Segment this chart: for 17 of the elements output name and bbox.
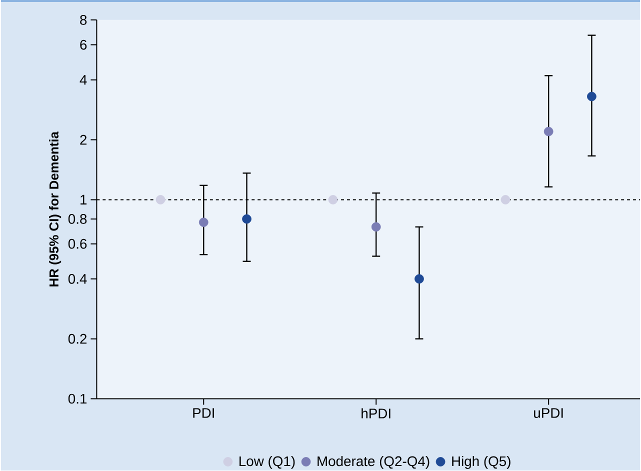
y-tick-label: 6 xyxy=(80,40,87,50)
legend-label: Low (Q1) xyxy=(240,456,295,469)
legend-label: Moderate (Q2-Q4) xyxy=(318,456,430,469)
y-tick-label: 0.1 xyxy=(68,394,87,404)
y-tick-label: 8 xyxy=(80,14,87,25)
y-tick-label: 0.8 xyxy=(68,214,87,224)
y-tick-label: 2 xyxy=(80,134,87,144)
y-tick-label: 0.6 xyxy=(68,238,87,249)
y-tick-label: 0.2 xyxy=(68,334,87,344)
y-tick-label: 1 xyxy=(80,194,87,204)
x-tick-label: PDI xyxy=(193,408,214,418)
x-tick-label: hPDI xyxy=(362,408,390,418)
y-axis-title: HR (95% CI) for Dementia xyxy=(49,131,62,286)
y-tick-label: 0.4 xyxy=(68,274,87,284)
y-tick-label: 4 xyxy=(80,74,87,84)
x-tick-label: uPDI xyxy=(534,408,563,418)
legend-label: High (Q5) xyxy=(452,456,510,469)
